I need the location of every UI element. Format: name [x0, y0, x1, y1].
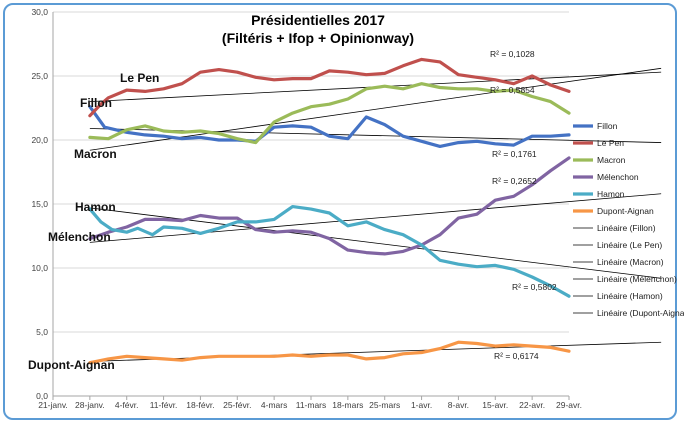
x-tick-label: 21-janv. — [38, 400, 68, 410]
y-tick-label: 30,0 — [31, 7, 48, 17]
x-tick-label: 1-avr. — [411, 400, 432, 410]
legend: Fillon Le Pen Macron Mélenchon Hamon Dupont-A… — [573, 121, 684, 318]
x-tick-label: 15-avr. — [482, 400, 508, 410]
y-tick-label: 20,0 — [31, 135, 48, 145]
series-line-hamon — [88, 205, 571, 298]
legend-label-lineaire-macron: Linéaire (Macron) — [597, 257, 664, 267]
x-tick-label: 25-mars — [369, 400, 400, 410]
x-tick-label: 4-mars — [261, 400, 287, 410]
x-tick-label: 8-avr. — [448, 400, 469, 410]
r2-fillon: R² = 0,5854 — [490, 85, 535, 95]
legend-label-fillon: Fillon — [597, 121, 618, 131]
x-tick-label: 18-févr. — [186, 400, 214, 410]
series-line-macron — [88, 82, 571, 145]
legend-label-le-pen: Le Pen — [597, 138, 624, 148]
label-dupont-aignan: Dupont-Aignan — [28, 358, 115, 372]
legend-label-macron: Macron — [597, 155, 626, 165]
x-tick-label: 4-févr. — [115, 400, 139, 410]
label-macron: Macron — [74, 147, 117, 161]
y-tick-label: 15,0 — [31, 199, 48, 209]
label-melenchon: Mélenchon — [48, 230, 111, 244]
chart-title: Présidentielles 2017 — [251, 12, 385, 28]
trendline-lineaire-melenchon — [89, 193, 662, 243]
r2-melenchon: R² = 0,2652 — [492, 176, 537, 186]
legend-label-lineaire-hamon: Linéaire (Hamon) — [597, 291, 663, 301]
x-tick-label: 11-févr. — [150, 400, 178, 410]
legend-label-hamon: Hamon — [597, 189, 625, 199]
label-hamon: Hamon — [75, 200, 116, 214]
r2-dupont-aignan: R² = 0,6174 — [494, 351, 539, 361]
x-tick-label: 29-avr. — [556, 400, 582, 410]
x-tick-label: 28-janv. — [75, 400, 105, 410]
x-tick-label: 18-mars — [332, 400, 363, 410]
legend-label-dupont-aignan: Dupont-Aignan — [597, 206, 654, 216]
r2-le-pen: R² = 0,1028 — [490, 49, 535, 59]
r2-macron: R² = 0,1761 — [492, 149, 537, 159]
series-line-melenchon — [88, 156, 571, 256]
y-tick-label: 25,0 — [31, 71, 48, 81]
y-tick-label: 10,0 — [31, 263, 48, 273]
y-tick-label: 5,0 — [36, 327, 48, 337]
y-tick-label: 0,0 — [36, 391, 48, 401]
y-axis-ticks: 0,0 5,0 10,0 15,0 20,0 25,0 30,0 — [31, 7, 48, 401]
x-axis-ticks: 21-janv. 28-janv. 4-févr. 11-févr. 18-févr. 2… — [38, 396, 582, 410]
legend-label-melenchon: Mélenchon — [597, 172, 639, 182]
legend-label-lineaire-fillon: Linéaire (Fillon) — [597, 223, 656, 233]
chart-subtitle: (Filtéris + Ifop + Opinionway) — [222, 30, 414, 46]
label-fillon: Fillon — [80, 96, 112, 110]
x-tick-label: 25-févr. — [223, 400, 251, 410]
series-lines — [88, 57, 571, 365]
legend-label-lineaire-dupont-aignan: Linéaire (Dupont-Aignan) — [597, 308, 684, 318]
r2-hamon: R² = 0,5802 — [512, 282, 557, 292]
series-line-dupont-aignan — [88, 340, 571, 365]
gridlines — [52, 11, 569, 397]
label-le-pen: Le Pen — [120, 71, 159, 85]
legend-label-lineaire-melenchon: Linéaire (Mélenchon) — [597, 274, 677, 284]
series-line-le-pen — [88, 57, 571, 118]
x-tick-label: 22-avr. — [519, 400, 545, 410]
series-line-fillon — [88, 105, 571, 148]
legend-label-lineaire-le-pen: Linéaire (Le Pen) — [597, 240, 662, 250]
x-tick-label: 11-mars — [296, 400, 327, 410]
trendline-lineaire-macron — [89, 67, 662, 151]
